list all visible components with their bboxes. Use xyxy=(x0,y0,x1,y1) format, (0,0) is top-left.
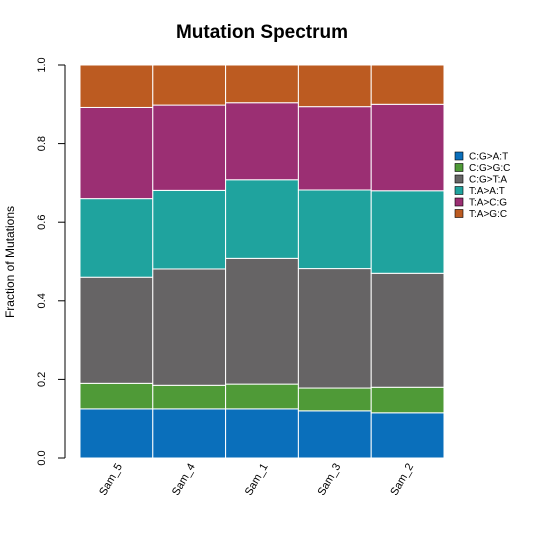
y-tick-label: 0.4 xyxy=(36,293,48,308)
bar-segment-sam_5-4 xyxy=(79,106,154,200)
legend-swatch xyxy=(454,151,464,161)
bar-segment-sam_5-1 xyxy=(79,382,154,410)
bar-segment-sam_4-4 xyxy=(152,104,227,191)
legend-label: T:A>C:G xyxy=(469,198,507,209)
chart-title: Mutation Spectrum xyxy=(176,22,348,43)
bar-segment-sam_3-2 xyxy=(297,268,372,389)
bar-segment-sam_1-2 xyxy=(225,257,299,385)
y-tick-label: 0.2 xyxy=(36,372,48,387)
bar-segment-sam_1-4 xyxy=(225,102,299,181)
bar-segment-sam_3-4 xyxy=(297,106,372,191)
legend-label: T:A>G:C xyxy=(469,209,507,220)
bar-segment-sam_2-1 xyxy=(370,386,445,414)
bar-segment-sam_4-0 xyxy=(152,408,227,459)
legend-label: C:G>A:T xyxy=(469,152,508,163)
x-tick-label: Sam_1 xyxy=(243,462,271,498)
bar-segment-sam_4-1 xyxy=(152,384,227,410)
bar-segment-sam_1-1 xyxy=(225,383,299,410)
legend-swatch xyxy=(454,209,464,218)
x-tick-label: Sam_4 xyxy=(170,462,198,498)
bar-segment-sam_1-5 xyxy=(225,64,299,104)
bar-segment-sam_5-5 xyxy=(79,64,154,108)
bar-segment-sam_2-4 xyxy=(370,103,445,192)
y-axis: 0.0 0.2 0.4 0.6 0.8 1.0 xyxy=(36,57,66,466)
bar-segment-sam_4-5 xyxy=(152,64,227,106)
x-axis-labels: Sam_5 Sam_4 Sam_1 Sam_3 Sam_2 xyxy=(97,462,416,498)
bar-segment-sam_3-5 xyxy=(297,64,372,108)
x-tick-label: Sam_3 xyxy=(316,462,344,498)
legend-swatch xyxy=(454,197,464,207)
y-tick-label: 0.8 xyxy=(36,136,48,151)
legend-label: C:G>T:A xyxy=(469,175,507,186)
bar-segment-sam_5-2 xyxy=(79,276,154,384)
legend-swatch xyxy=(454,174,464,184)
legend: C:G>A:TC:G>G:CC:G>T:AT:A>A:TT:A>C:GT:A>G… xyxy=(454,151,510,220)
legend-swatch xyxy=(454,186,464,195)
bar-segment-sam_2-3 xyxy=(370,190,445,274)
bar-segment-sam_2-5 xyxy=(370,64,445,105)
x-tick-label: Sam_2 xyxy=(388,462,416,498)
bar-segment-sam_5-3 xyxy=(79,198,154,278)
bar-segment-sam_3-0 xyxy=(297,410,372,459)
bar-segment-sam_2-2 xyxy=(370,272,445,388)
bar-segment-sam_5-0 xyxy=(79,408,154,459)
x-tick-label: Sam_5 xyxy=(97,462,125,498)
y-axis-label: Fraction of Mutations xyxy=(3,206,17,318)
bar-segment-sam_3-3 xyxy=(297,189,372,270)
bar-segment-sam_1-0 xyxy=(225,408,299,459)
bar-segment-sam_2-0 xyxy=(370,412,445,459)
bar-segment-sam_1-3 xyxy=(225,179,299,259)
bar-segment-sam_4-2 xyxy=(152,268,227,386)
legend-label: C:G>G:C xyxy=(469,163,510,174)
bar-segment-sam_3-1 xyxy=(297,387,372,412)
bars-layer xyxy=(79,64,445,459)
y-tick-label: 0.0 xyxy=(36,450,48,465)
y-tick-label: 1.0 xyxy=(36,57,48,72)
bar-segment-sam_4-3 xyxy=(152,189,227,270)
legend-swatch xyxy=(454,163,464,172)
legend-label: T:A>A:T xyxy=(469,186,505,197)
y-tick-label: 0.6 xyxy=(36,215,48,230)
